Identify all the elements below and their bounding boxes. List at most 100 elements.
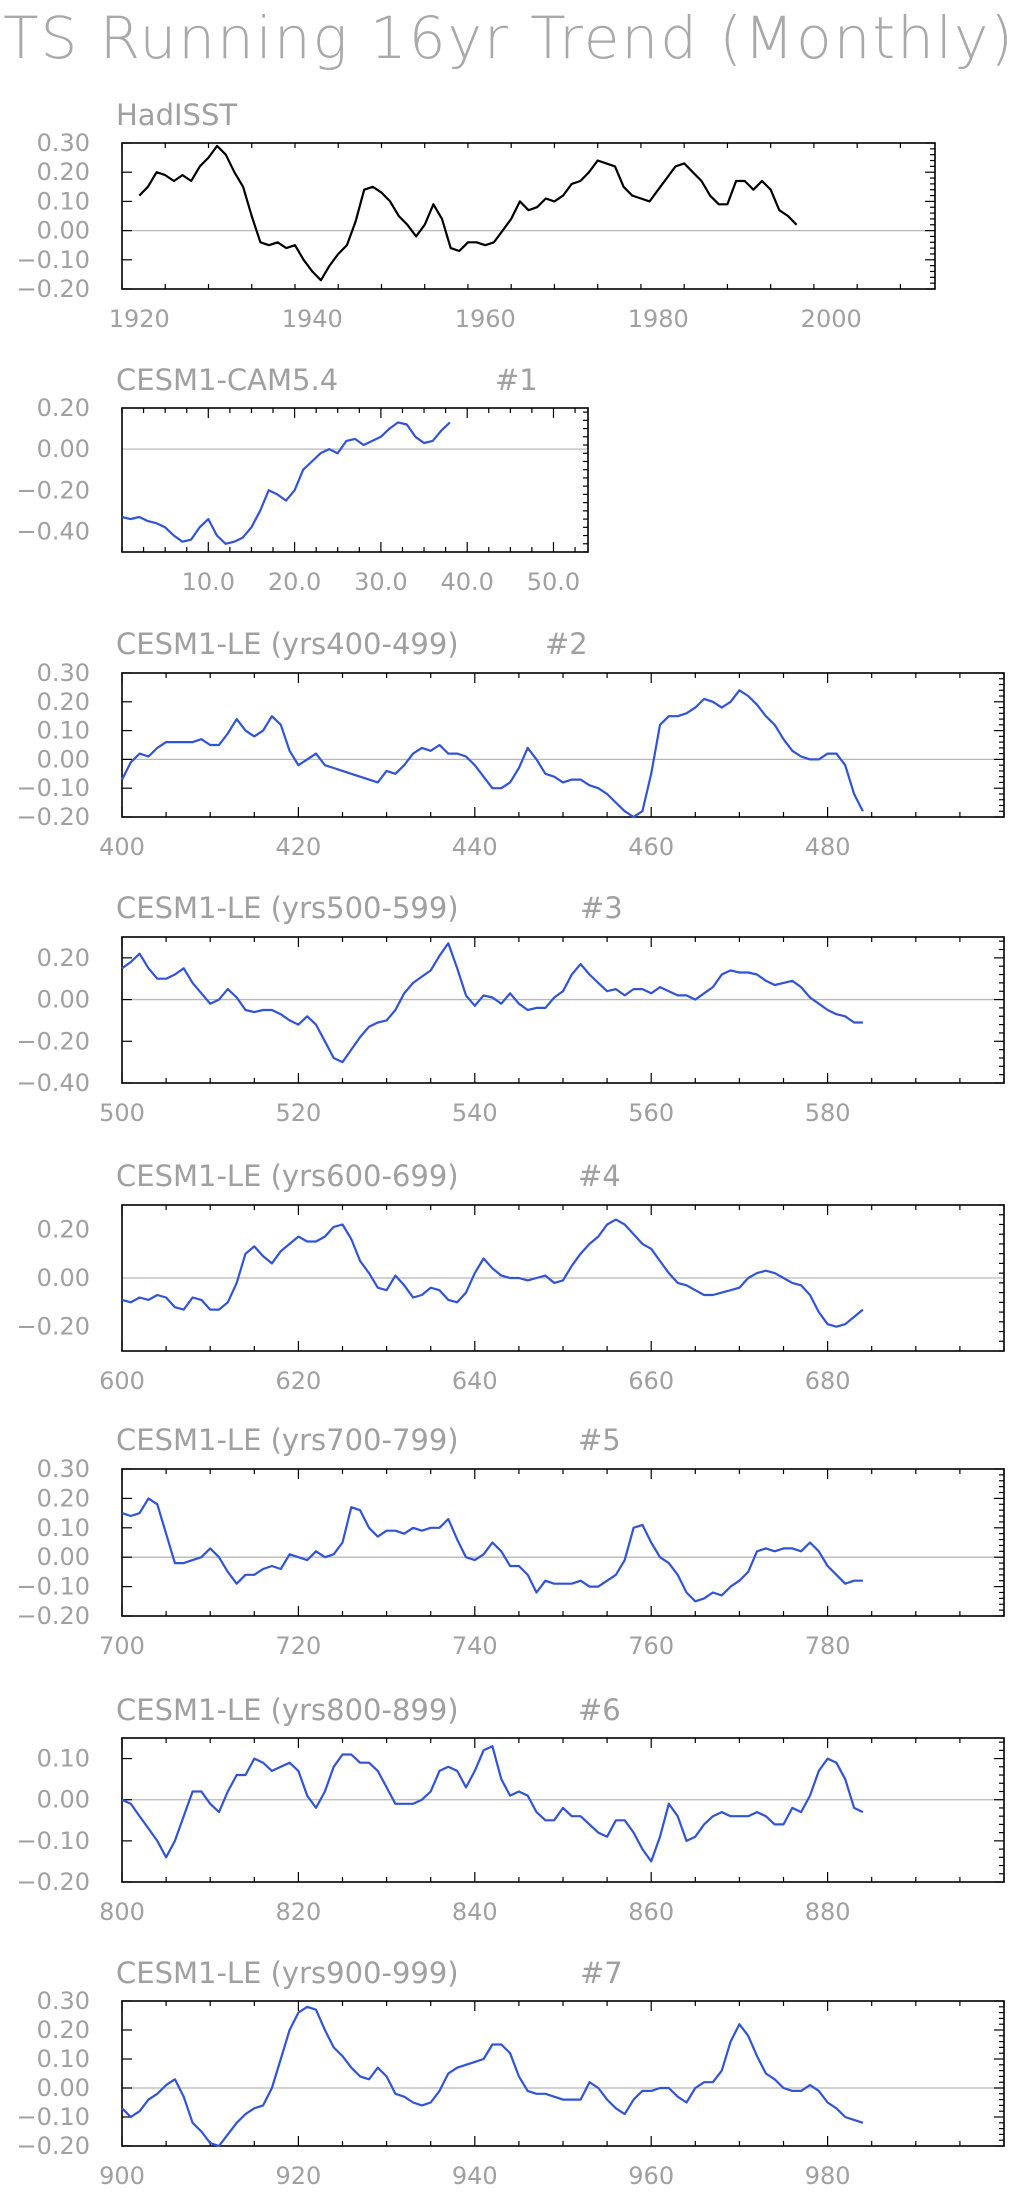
series-line <box>121 1218 864 1328</box>
page-title: TS Running 16yr Trend (Monthly) <box>3 4 1015 72</box>
x-tick-label: 640 <box>452 1367 498 1395</box>
x-tick-label: 780 <box>805 1632 851 1660</box>
y-tick-label: 0.10 <box>37 1514 90 1542</box>
plot-frame <box>121 407 589 553</box>
panel-label: CESM1-LE (yrs800-899) <box>116 1693 459 1727</box>
panel-tag: #5 <box>578 1423 621 1457</box>
y-tick-label: −0.10 <box>16 246 90 274</box>
y-tick-label: −0.20 <box>16 2132 90 2160</box>
y-tick-label: −0.20 <box>16 476 90 504</box>
y-tick-label: 0.30 <box>37 659 90 687</box>
x-tick-label: 50.0 <box>527 568 580 596</box>
chart-panel-1: HadISST 1920 1940 1960 1980 2000 −0.20−0.100.0… <box>16 98 936 333</box>
y-tick-label: 0.20 <box>37 394 90 422</box>
x-tick-label: 940 <box>452 2162 498 2190</box>
x-tick-label: 30.0 <box>354 568 407 596</box>
y-tick-label: 0.00 <box>37 1543 90 1571</box>
x-tick-label: 980 <box>805 2162 851 2190</box>
series-line <box>138 144 798 282</box>
plot-frame <box>121 1468 1005 1617</box>
chart-panel-4: CESM1-LE (yrs500-599) #3 500 520 540 560 580 −0… <box>16 891 1005 1127</box>
panel-label: CESM1-LE (yrs700-799) <box>116 1423 459 1457</box>
x-tick-label: 460 <box>628 833 674 861</box>
x-tick-label: 580 <box>805 1099 851 1127</box>
x-tick-label: 660 <box>628 1367 674 1395</box>
y-tick-label: 0.30 <box>37 1455 90 1483</box>
x-tick-label: 680 <box>805 1367 851 1395</box>
y-tick-label: −0.20 <box>16 1868 90 1896</box>
x-tick-label: 800 <box>99 1898 145 1926</box>
panel-tag: #3 <box>580 891 623 925</box>
y-tick-label: −0.10 <box>16 2103 90 2131</box>
y-tick-label: 0.10 <box>37 1745 90 1773</box>
x-tick-label: 2000 <box>801 305 862 333</box>
x-tick-label: 10.0 <box>182 568 235 596</box>
y-tick-label: −0.20 <box>16 1027 90 1055</box>
panel-tag: #4 <box>578 1159 621 1193</box>
chart-panel-2: CESM1-CAM5.4 #1 10.0 20.0 30.0 40.0 50.0 −0.40 −… <box>16 363 589 596</box>
chart-panel-5: CESM1-LE (yrs600-699) #4 600 620 640 660 680 −0… <box>16 1159 1005 1395</box>
panel-label: CESM1-CAM5.4 <box>116 363 338 397</box>
y-tick-label: −0.20 <box>16 1602 90 1630</box>
plot-frame <box>121 672 1005 818</box>
x-tick-label: 700 <box>99 1632 145 1660</box>
x-tick-label: 900 <box>99 2162 145 2190</box>
x-tick-label: 860 <box>628 1898 674 1926</box>
y-tick-label: 0.00 <box>37 986 90 1014</box>
x-tick-label: 1980 <box>628 305 689 333</box>
y-tick-label: 0.20 <box>37 158 90 186</box>
y-tick-label: 0.00 <box>37 2074 90 2102</box>
panel-tag: #2 <box>545 627 588 661</box>
y-tick-label: 0.00 <box>37 217 90 245</box>
series-line <box>121 1497 863 1603</box>
y-tick-label: 0.20 <box>37 2016 90 2044</box>
panel-label: CESM1-LE (yrs600-699) <box>116 1159 459 1193</box>
x-tick-label: 1960 <box>455 305 516 333</box>
x-tick-label: 440 <box>452 833 498 861</box>
plot-frame <box>121 142 936 290</box>
panel-label: HadISST <box>116 98 237 132</box>
y-tick-label: 0.10 <box>37 187 90 215</box>
y-tick-label: −0.10 <box>16 1573 90 1601</box>
x-tick-label: 1920 <box>109 305 170 333</box>
y-tick-label: −0.20 <box>16 803 90 831</box>
x-tick-label: 840 <box>452 1898 498 1926</box>
x-tick-label: 880 <box>805 1898 851 1926</box>
chart-panel-7: CESM1-LE (yrs800-899) #6 800 820 840 860 880 −0… <box>16 1693 1005 1926</box>
panel-label: CESM1-LE (yrs500-599) <box>116 891 459 925</box>
x-tick-label: 600 <box>99 1367 145 1395</box>
y-tick-label: −0.20 <box>16 275 90 303</box>
x-tick-label: 520 <box>275 1099 321 1127</box>
y-tick-label: 0.00 <box>37 435 90 463</box>
x-tick-label: 960 <box>628 2162 674 2190</box>
x-tick-label: 20.0 <box>268 568 321 596</box>
y-tick-label: −0.40 <box>16 517 90 545</box>
x-tick-label: 740 <box>452 1632 498 1660</box>
y-tick-label: −0.10 <box>16 1827 90 1855</box>
x-tick-label: 1940 <box>282 305 343 333</box>
y-tick-label: 0.20 <box>37 944 90 972</box>
panel-label: CESM1-LE (yrs900-999) <box>116 1956 459 1990</box>
x-tick-label: 480 <box>805 833 851 861</box>
series-line <box>121 942 863 1064</box>
y-tick-label: 0.00 <box>37 1786 90 1814</box>
y-tick-label: 0.30 <box>37 1987 90 2015</box>
y-tick-label: 0.00 <box>37 745 90 773</box>
y-tick-label: 0.10 <box>37 2045 90 2073</box>
chart-panel-6: CESM1-LE (yrs700-799) #5 700 720 740 760 780 −0… <box>16 1423 1005 1660</box>
series-line <box>121 421 451 545</box>
x-tick-label: 400 <box>99 833 145 861</box>
y-tick-label: 0.20 <box>37 1215 90 1243</box>
series-line <box>121 1745 864 1863</box>
panel-tag: #1 <box>495 363 538 397</box>
x-tick-label: 500 <box>99 1099 145 1127</box>
chart-panel-3: CESM1-LE (yrs400-499) #2 400 420 440 460 480 −0… <box>16 627 1005 861</box>
x-tick-label: 760 <box>628 1632 674 1660</box>
y-tick-label: 0.20 <box>37 1484 90 1512</box>
y-tick-label: −0.40 <box>16 1069 90 1097</box>
y-tick-label: 0.20 <box>37 688 90 716</box>
y-tick-label: 0.30 <box>37 129 90 157</box>
x-tick-label: 720 <box>275 1632 321 1660</box>
x-tick-label: 820 <box>275 1898 321 1926</box>
